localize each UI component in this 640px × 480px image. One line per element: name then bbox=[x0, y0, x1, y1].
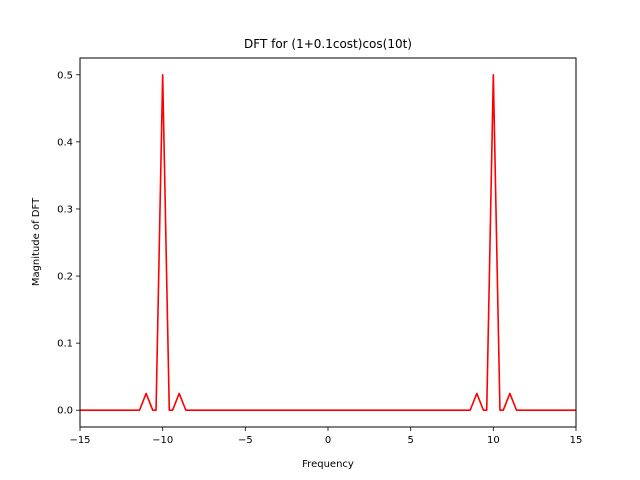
y-tick-label: 0.2 bbox=[57, 272, 73, 283]
y-tick-label: 0.4 bbox=[57, 137, 73, 148]
series-layer bbox=[80, 73, 576, 412]
ticks-layer: −15 −10 −5 0 5 10 15 0.0 0.1 0.2 0.3 0.4 0.5 bbox=[57, 70, 582, 446]
series-line-0 bbox=[80, 73, 576, 412]
x-tick-label: 10 bbox=[487, 435, 500, 446]
chart-title: DFT for (1+0.1cost)cos(10t) bbox=[244, 37, 412, 51]
x-tick-label: 0 bbox=[325, 435, 331, 446]
x-tick-label: 15 bbox=[570, 435, 583, 446]
y-tick-label: 0.0 bbox=[57, 406, 73, 417]
y-tick-label: 0.5 bbox=[57, 70, 73, 81]
y-tick-label: 0.3 bbox=[57, 204, 73, 215]
plot-frame bbox=[79, 57, 577, 428]
x-axis-label: Frequency bbox=[302, 459, 354, 470]
y-tick-label: 0.1 bbox=[57, 339, 73, 350]
x-tick-label: −15 bbox=[69, 435, 90, 446]
y-axis-label: Magnitude of DFT bbox=[31, 197, 42, 286]
x-tick-label: −5 bbox=[238, 435, 253, 446]
x-tick-label: −10 bbox=[152, 435, 173, 446]
x-tick-label: 5 bbox=[407, 435, 413, 446]
